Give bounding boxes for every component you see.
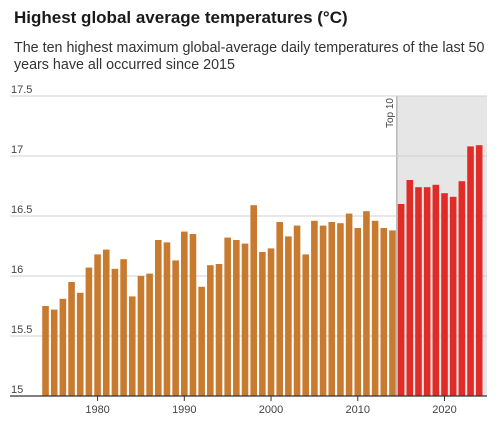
- bar: [354, 228, 362, 396]
- bar-top10: [475, 145, 483, 396]
- chart-title: Highest global average temperatures (°C): [14, 8, 348, 27]
- bar: [189, 234, 197, 396]
- bar: [345, 213, 353, 396]
- bar: [198, 286, 205, 396]
- bar: [285, 236, 292, 396]
- bar: [389, 230, 396, 396]
- bar: [328, 222, 336, 396]
- y-tick-label: 16.5: [11, 204, 32, 216]
- bar: [241, 243, 249, 396]
- bar: [172, 260, 179, 396]
- bar: [293, 225, 301, 396]
- bar: [111, 268, 119, 396]
- top10-label: Top 10: [385, 98, 396, 128]
- bar-top10: [432, 184, 440, 396]
- bar: [76, 292, 84, 396]
- bar: [371, 220, 379, 396]
- bar: [319, 225, 327, 396]
- x-tick-label: 2010: [346, 404, 370, 416]
- bar-top10: [397, 204, 405, 396]
- bar: [146, 273, 153, 396]
- bar: [337, 223, 344, 396]
- bar: [233, 240, 240, 396]
- x-tick-label: 1980: [85, 404, 109, 416]
- bar: [267, 248, 275, 396]
- y-tick-label: 15: [11, 384, 23, 396]
- bar: [302, 254, 310, 396]
- bar: [181, 231, 188, 396]
- bar-top10: [467, 146, 474, 396]
- bar: [42, 306, 49, 396]
- bar: [363, 211, 370, 396]
- bar: [276, 222, 284, 396]
- chart-subtitle: The ten highest maximum global-average d…: [14, 40, 485, 73]
- y-tick-label: 16: [11, 264, 23, 276]
- bar: [120, 259, 127, 396]
- bar: [68, 282, 75, 396]
- x-tick-label: 2020: [432, 404, 456, 416]
- bar: [207, 265, 214, 396]
- bar: [250, 205, 257, 396]
- x-tick-label: 1990: [172, 404, 196, 416]
- bar-top10: [441, 193, 448, 396]
- bar-top10: [406, 180, 414, 396]
- bar-top10: [415, 187, 422, 396]
- bar: [311, 220, 318, 396]
- bar: [102, 249, 110, 396]
- bar: [154, 240, 162, 396]
- bar: [137, 276, 145, 396]
- bar: [224, 237, 231, 396]
- bar-top10: [423, 187, 431, 396]
- bar-top10: [458, 181, 466, 396]
- bar: [94, 254, 101, 396]
- bar: [259, 252, 266, 396]
- bar: [380, 228, 388, 396]
- y-tick-label: 17.5: [11, 84, 32, 96]
- bar: [50, 309, 58, 396]
- bar: [85, 267, 93, 396]
- x-tick-label: 2000: [259, 404, 283, 416]
- bar: [163, 242, 171, 396]
- bar: [59, 298, 67, 396]
- bar-top10: [449, 196, 457, 396]
- bar: [128, 296, 136, 396]
- bar: [215, 264, 223, 396]
- y-tick-label: 15.5: [11, 324, 32, 336]
- y-tick-label: 17: [11, 144, 23, 156]
